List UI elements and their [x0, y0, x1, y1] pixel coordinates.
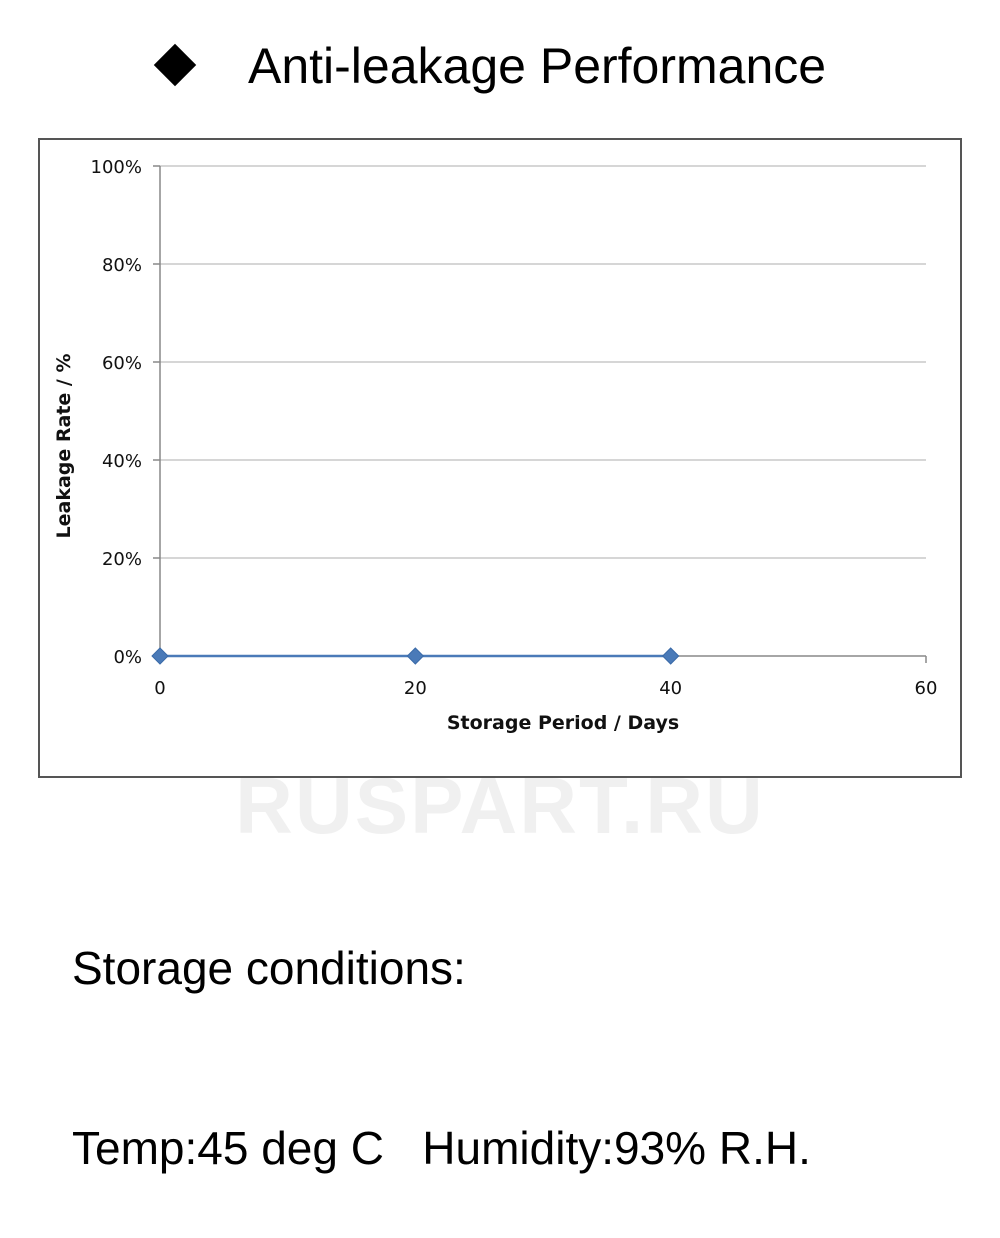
- y-tick-label: 80%: [102, 255, 142, 276]
- diamond-bullet-icon: [153, 43, 197, 87]
- y-tick-label: 0%: [113, 647, 142, 668]
- conditions-values: Temp:45 deg C Humidity:93% R.H.: [72, 1122, 811, 1174]
- x-tick-label: 20: [404, 678, 427, 699]
- x-axis-label: Storage Period / Days: [447, 712, 679, 734]
- y-tick-label: 60%: [102, 353, 142, 374]
- data-point: [151, 647, 169, 665]
- conditions-heading: Storage conditions:: [72, 942, 466, 994]
- x-tick-label: 0: [154, 678, 165, 699]
- series-layer: [151, 647, 680, 665]
- y-tick-label: 20%: [102, 549, 142, 570]
- y-tick-label: 40%: [102, 451, 142, 472]
- y-axis-label: Leakage Rate / %: [53, 354, 75, 539]
- y-tick-label: 100%: [91, 157, 142, 178]
- page-title: Anti-leakage Performance: [248, 38, 827, 94]
- chart: 0% 20% 40% 60% 80% 100% 0 20 40 60 Storage Period…: [53, 157, 938, 734]
- title-row: Anti-leakage Performance: [0, 28, 1000, 108]
- x-tick-label: 40: [659, 678, 682, 699]
- x-tick-label: 60: [915, 678, 938, 699]
- axes: [153, 165, 927, 663]
- storage-conditions: Storage conditions: Temp:45 deg C Humidi…: [72, 818, 811, 1238]
- tick-labels: 0% 20% 40% 60% 80% 100% 0 20 40 60: [91, 157, 938, 699]
- data-point: [661, 647, 680, 665]
- data-point: [406, 647, 425, 665]
- chart-frame: 0% 20% 40% 60% 80% 100% 0 20 40 60 Storage Period…: [38, 138, 962, 778]
- grid-lines: [160, 165, 926, 559]
